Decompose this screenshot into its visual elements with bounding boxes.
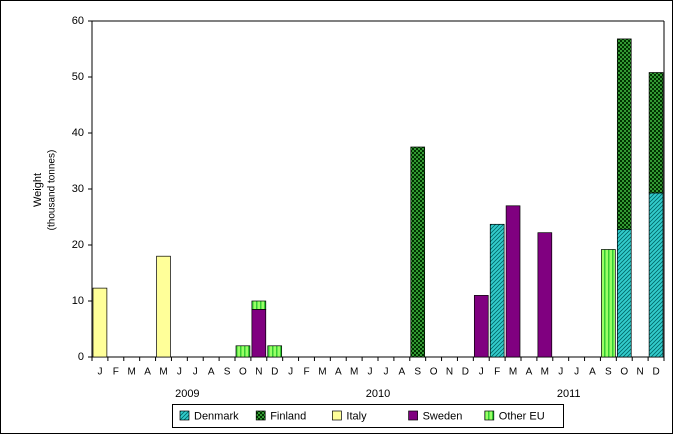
y-axis-sublabel: (thousand tonnes) [47, 150, 58, 231]
year-label: 2011 [557, 388, 581, 400]
bar-segment [648, 192, 664, 358]
x-tick-label: M [159, 367, 167, 378]
x-tick-label: A [144, 367, 151, 378]
x-tick-label: M [509, 367, 517, 378]
x-tick-label: A [335, 367, 342, 378]
x-tick-label: M [541, 367, 549, 378]
x-tick-label: N [446, 367, 453, 378]
x-tick-label: M [128, 367, 136, 378]
y-tick-label: 10 [72, 295, 84, 307]
bar-segment [251, 309, 267, 358]
x-tick-label: J [177, 367, 182, 378]
x-tick-label: M [318, 367, 326, 378]
x-tick-label: J [288, 367, 293, 378]
legend-label: Denmark [194, 410, 239, 422]
bar-segment [473, 295, 489, 358]
x-tick-label: D [652, 367, 659, 378]
bar-segment [601, 249, 616, 358]
x-tick-label: S [224, 367, 231, 378]
legend-swatch [484, 410, 495, 421]
bar-segment [489, 223, 505, 358]
y-axis-label: Weight [32, 173, 44, 207]
legend-swatch [179, 410, 190, 421]
x-tick-label: A [589, 367, 596, 378]
x-tick-label: A [526, 367, 533, 378]
legend-box [172, 404, 564, 428]
x-tick-label: O [239, 367, 247, 378]
bar-segment [616, 228, 632, 358]
y-tick-label: 60 [72, 15, 84, 27]
x-tick-label: F [303, 367, 309, 378]
bar-segment [505, 205, 521, 358]
bar-segment [251, 300, 267, 310]
x-tick-label: F [494, 367, 500, 378]
bar-segment [616, 38, 632, 230]
year-label: 2009 [175, 388, 199, 400]
x-tick-label: J [383, 367, 388, 378]
x-tick-label: D [462, 367, 469, 378]
y-tick-label: 0 [78, 351, 84, 363]
x-tick-label: O [430, 367, 438, 378]
year-label: 2010 [366, 388, 390, 400]
x-tick-label: J [368, 367, 373, 378]
y-tick-label: 20 [72, 239, 84, 251]
y-tick-label: 40 [72, 127, 84, 139]
bar-segment [648, 72, 664, 194]
legend-label: Sweden [423, 410, 463, 422]
x-tick-label: S [605, 367, 612, 378]
x-tick-label: J [479, 367, 484, 378]
bar-segment [92, 287, 108, 358]
x-tick-label: A [208, 367, 215, 378]
x-tick-label: A [398, 367, 405, 378]
y-tick-label: 30 [72, 183, 84, 195]
x-tick-label: N [255, 367, 262, 378]
y-tick-label: 50 [72, 71, 84, 83]
x-tick-label: F [113, 367, 119, 378]
legend-label: Finland [270, 410, 306, 422]
bar-segment [537, 232, 553, 358]
legend-swatch [255, 410, 266, 421]
x-tick-label: S [414, 367, 421, 378]
legend-swatch [408, 410, 418, 421]
legend-swatch [332, 410, 342, 421]
x-tick-label: M [350, 367, 358, 378]
x-tick-label: J [558, 367, 563, 378]
bar-segment [410, 146, 426, 358]
x-tick-label: D [271, 367, 278, 378]
x-tick-label: J [193, 367, 198, 378]
bar-segment [235, 345, 251, 358]
x-tick-label: J [574, 367, 579, 378]
x-tick-label: J [97, 367, 102, 378]
x-tick-label: O [620, 367, 628, 378]
legend-label: Other EU [499, 410, 545, 422]
bar-segment [156, 255, 171, 358]
legend-label: Italy [346, 410, 367, 422]
bar-segment [267, 345, 283, 358]
x-tick-label: N [637, 367, 644, 378]
